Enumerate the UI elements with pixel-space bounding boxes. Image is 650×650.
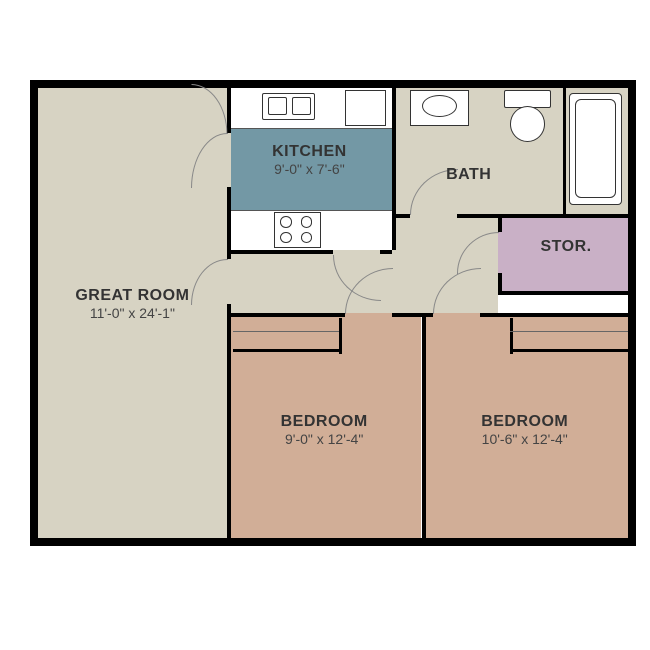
bedroom2-dim: 10'-6" x 12'-4" bbox=[439, 431, 610, 448]
closet-bed2-h bbox=[510, 349, 628, 352]
bedroom1-dim: 9'-0" x 12'-4" bbox=[245, 431, 404, 448]
floorplan: GREAT ROOM 11'-0" x 24'-1" KITCHEN 9'-0"… bbox=[30, 80, 636, 546]
label-great-room: GREAT ROOM 11'-0" x 24'-1" bbox=[56, 286, 209, 322]
kitchen-name: KITCHEN bbox=[245, 142, 375, 161]
closet-bed2-v bbox=[510, 318, 513, 354]
fridge bbox=[345, 90, 386, 126]
closet-bed2-shelf bbox=[510, 331, 628, 332]
label-bath: BATH bbox=[427, 165, 510, 184]
kitchen-sink-basin2 bbox=[292, 97, 311, 115]
bathtub-inner bbox=[575, 99, 616, 198]
wall-v-tub bbox=[563, 88, 566, 214]
label-bedroom-1: BEDROOM 9'-0" x 12'-4" bbox=[245, 412, 404, 448]
wall-h-bedrooms bbox=[227, 313, 628, 317]
storage-name: STOR. bbox=[516, 237, 616, 256]
burner-3 bbox=[280, 232, 292, 243]
label-kitchen: KITCHEN 9'-0" x 7'-6" bbox=[245, 142, 375, 178]
bath-sink bbox=[422, 95, 457, 118]
label-storage: STOR. bbox=[516, 237, 616, 256]
wall-v-kitchen-bath bbox=[392, 88, 396, 250]
kitchen-dim: 9'-0" x 7'-6" bbox=[245, 161, 375, 178]
burner-1 bbox=[280, 216, 292, 227]
closet-bed1-shelf bbox=[233, 331, 339, 332]
closet-bed1-h bbox=[233, 349, 339, 352]
door-gap-kitchen bbox=[333, 250, 380, 254]
bedroom1-name: BEDROOM bbox=[245, 412, 404, 431]
wall-h-storage bbox=[498, 291, 628, 295]
wall-v-bedrooms bbox=[422, 313, 426, 538]
great-room-dim: 11'-0" x 24'-1" bbox=[56, 305, 209, 322]
burner-2 bbox=[301, 216, 313, 227]
bedroom2-name: BEDROOM bbox=[439, 412, 610, 431]
great-room-name: GREAT ROOM bbox=[56, 286, 209, 305]
kitchen-sink-basin1 bbox=[268, 97, 287, 115]
bath-name: BATH bbox=[427, 165, 510, 184]
closet-bed1-v bbox=[339, 318, 342, 354]
label-bedroom-2: BEDROOM 10'-6" x 12'-4" bbox=[439, 412, 610, 448]
